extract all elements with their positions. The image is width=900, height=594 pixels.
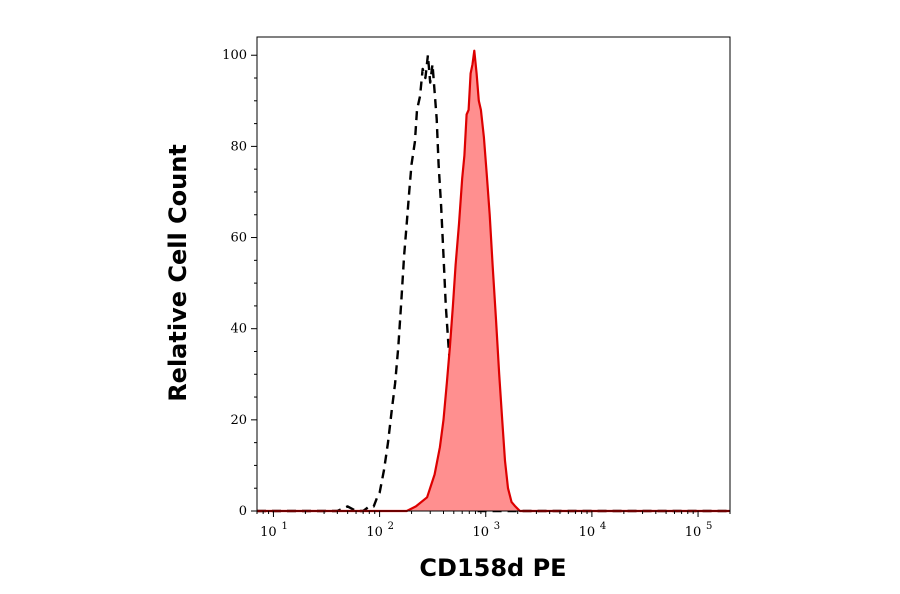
x-tick-exponent: 2: [388, 521, 394, 532]
y-axis-label: Relative Cell Count: [164, 144, 192, 402]
x-tick-label: 10: [366, 525, 383, 540]
y-tick-label: 20: [230, 413, 247, 428]
x-tick-label: 10: [472, 525, 489, 540]
x-tick-label: 10: [260, 525, 277, 540]
x-axis-label: CD158d PE: [419, 554, 566, 582]
x-tick-exponent: 5: [706, 521, 712, 532]
x-tick-label: 10: [685, 525, 702, 540]
y-tick-label: 40: [230, 322, 247, 337]
y-tick-label: 100: [222, 48, 247, 63]
series-layer: [257, 49, 730, 513]
x-tick-label: 10: [579, 525, 596, 540]
plot-frame: [256, 36, 731, 512]
y-tick-label: 60: [230, 231, 247, 246]
x-tick-exponent: 1: [281, 521, 287, 532]
y-tick-label: 80: [230, 139, 247, 154]
y-tick-label: 0: [239, 504, 247, 519]
series-1-line: [257, 49, 730, 513]
x-axis: 10 1 10 2 10 3 10 4 10 5: [256, 511, 731, 540]
x-tick-exponent: 4: [600, 521, 606, 532]
y-axis: 0 20 40 60 80 100: [222, 48, 257, 519]
x-tick-exponent: 3: [494, 521, 500, 532]
